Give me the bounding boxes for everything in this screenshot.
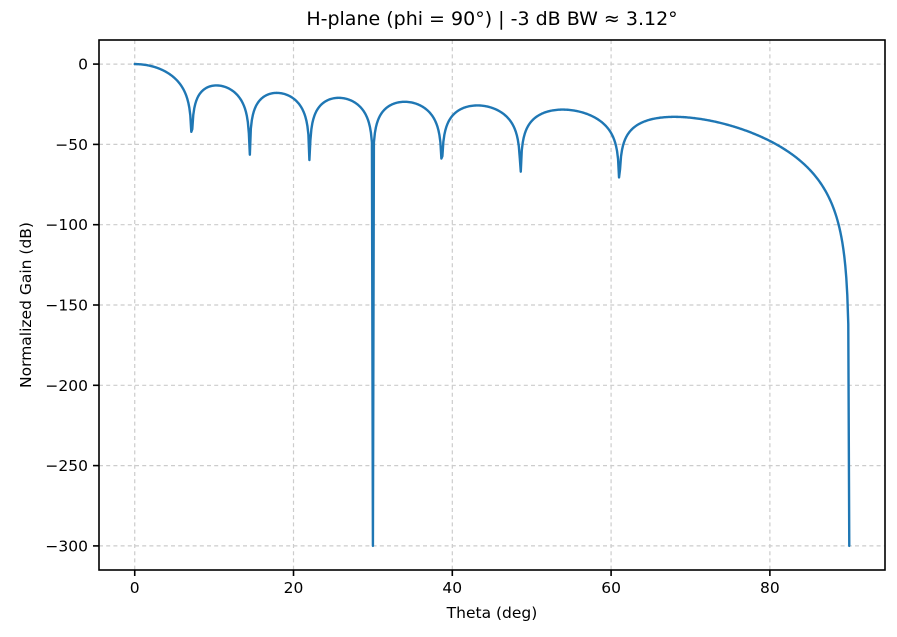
x-tick-label: 40 [442,579,462,597]
y-tick-label: −50 [55,136,88,154]
grid-lines [99,40,885,570]
x-tick-label: 0 [130,579,140,597]
y-axis-label: Normalized Gain (dB) [17,222,35,388]
y-tick-label: −150 [45,297,88,315]
curve-layer [133,62,851,548]
y-tick-label: 0 [78,56,88,74]
tick-layer: 0 20 40 60 80 0 −50 −100 −150 −200 −250 −300 [45,56,779,597]
x-tick-label: 60 [601,579,621,597]
y-tick-label: −200 [45,377,88,395]
chart-title: H-plane (phi = 90°) | -3 dB BW ≈ 3.12° [306,8,677,30]
x-axis-label: Theta (deg) [446,604,538,622]
y-tick-label: −100 [45,216,88,234]
x-tick-label: 80 [760,579,780,597]
h-plane-gain-curve [133,62,851,548]
x-tick-label: 20 [284,579,304,597]
y-tick-label: −300 [45,537,88,555]
y-tick-label: −250 [45,457,88,475]
